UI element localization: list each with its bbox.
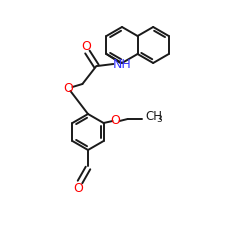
Text: O: O — [73, 182, 83, 194]
Text: CH: CH — [146, 110, 162, 122]
Text: O: O — [64, 82, 73, 94]
Text: 3: 3 — [156, 116, 162, 124]
Text: O: O — [82, 40, 91, 52]
Text: O: O — [111, 114, 120, 128]
Text: NH: NH — [113, 58, 132, 70]
